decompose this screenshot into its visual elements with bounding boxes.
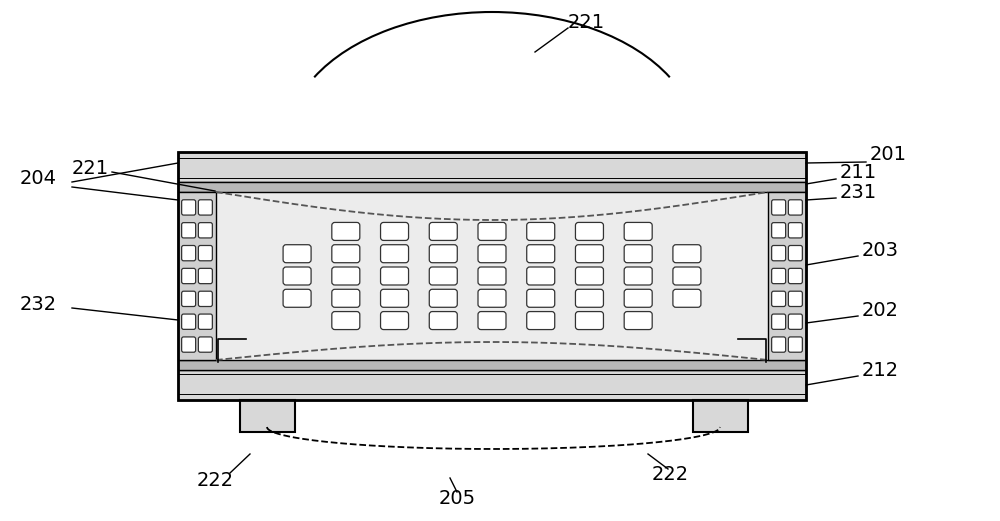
FancyBboxPatch shape <box>182 291 196 306</box>
FancyBboxPatch shape <box>788 245 802 261</box>
FancyBboxPatch shape <box>198 268 212 283</box>
FancyBboxPatch shape <box>429 267 457 285</box>
FancyBboxPatch shape <box>624 289 652 307</box>
FancyBboxPatch shape <box>772 245 786 261</box>
FancyBboxPatch shape <box>283 289 311 307</box>
FancyBboxPatch shape <box>198 245 212 261</box>
FancyBboxPatch shape <box>332 267 360 285</box>
Text: 205: 205 <box>438 489 476 507</box>
FancyBboxPatch shape <box>478 245 506 263</box>
Text: 222: 222 <box>651 465 689 485</box>
Text: 204: 204 <box>20 168 57 188</box>
FancyBboxPatch shape <box>575 289 603 307</box>
FancyBboxPatch shape <box>381 245 409 263</box>
FancyBboxPatch shape <box>478 289 506 307</box>
Text: 202: 202 <box>862 301 899 319</box>
FancyBboxPatch shape <box>772 314 786 329</box>
FancyBboxPatch shape <box>772 291 786 306</box>
Text: 221: 221 <box>568 13 605 31</box>
FancyBboxPatch shape <box>332 245 360 263</box>
FancyBboxPatch shape <box>624 245 652 263</box>
FancyBboxPatch shape <box>673 289 701 307</box>
FancyBboxPatch shape <box>332 222 360 240</box>
FancyBboxPatch shape <box>182 222 196 238</box>
FancyBboxPatch shape <box>198 314 212 329</box>
Text: 201: 201 <box>870 145 907 165</box>
Bar <box>178 182 806 192</box>
Text: 231: 231 <box>840 182 877 202</box>
FancyBboxPatch shape <box>429 312 457 330</box>
FancyBboxPatch shape <box>527 289 555 307</box>
Bar <box>768 192 806 360</box>
FancyBboxPatch shape <box>429 289 457 307</box>
FancyBboxPatch shape <box>527 312 555 330</box>
FancyBboxPatch shape <box>575 245 603 263</box>
FancyBboxPatch shape <box>788 200 802 215</box>
FancyBboxPatch shape <box>772 200 786 215</box>
Text: 212: 212 <box>862 361 899 379</box>
FancyBboxPatch shape <box>673 267 701 285</box>
FancyBboxPatch shape <box>527 245 555 263</box>
FancyBboxPatch shape <box>198 200 212 215</box>
FancyBboxPatch shape <box>788 314 802 329</box>
FancyBboxPatch shape <box>198 222 212 238</box>
FancyBboxPatch shape <box>575 312 603 330</box>
Bar <box>240 400 294 432</box>
Bar <box>178 192 216 360</box>
FancyBboxPatch shape <box>182 314 196 329</box>
Bar <box>178 370 806 400</box>
Text: 221: 221 <box>72 158 109 178</box>
Bar <box>178 152 806 182</box>
FancyBboxPatch shape <box>788 268 802 283</box>
Bar <box>178 152 806 400</box>
FancyBboxPatch shape <box>429 245 457 263</box>
FancyBboxPatch shape <box>283 267 311 285</box>
Bar <box>692 400 748 432</box>
FancyBboxPatch shape <box>575 222 603 240</box>
Bar <box>216 192 768 360</box>
Bar <box>178 152 806 400</box>
FancyBboxPatch shape <box>772 268 786 283</box>
Text: 211: 211 <box>840 164 877 182</box>
FancyBboxPatch shape <box>527 267 555 285</box>
FancyBboxPatch shape <box>182 337 196 352</box>
FancyBboxPatch shape <box>478 312 506 330</box>
Text: 232: 232 <box>20 295 57 315</box>
FancyBboxPatch shape <box>381 312 409 330</box>
FancyBboxPatch shape <box>772 337 786 352</box>
Text: 203: 203 <box>862 241 899 259</box>
FancyBboxPatch shape <box>575 267 603 285</box>
FancyBboxPatch shape <box>182 245 196 261</box>
FancyBboxPatch shape <box>182 200 196 215</box>
FancyBboxPatch shape <box>381 289 409 307</box>
FancyBboxPatch shape <box>478 222 506 240</box>
FancyBboxPatch shape <box>198 337 212 352</box>
FancyBboxPatch shape <box>527 222 555 240</box>
Text: 222: 222 <box>196 470 234 490</box>
FancyBboxPatch shape <box>332 312 360 330</box>
FancyBboxPatch shape <box>381 267 409 285</box>
FancyBboxPatch shape <box>381 222 409 240</box>
FancyBboxPatch shape <box>788 337 802 352</box>
Bar <box>178 360 806 370</box>
FancyBboxPatch shape <box>673 245 701 263</box>
FancyBboxPatch shape <box>624 312 652 330</box>
FancyBboxPatch shape <box>624 222 652 240</box>
FancyBboxPatch shape <box>332 289 360 307</box>
FancyBboxPatch shape <box>624 267 652 285</box>
FancyBboxPatch shape <box>283 245 311 263</box>
FancyBboxPatch shape <box>429 222 457 240</box>
FancyBboxPatch shape <box>478 267 506 285</box>
FancyBboxPatch shape <box>772 222 786 238</box>
FancyBboxPatch shape <box>198 291 212 306</box>
FancyBboxPatch shape <box>182 268 196 283</box>
FancyBboxPatch shape <box>788 291 802 306</box>
FancyBboxPatch shape <box>788 222 802 238</box>
